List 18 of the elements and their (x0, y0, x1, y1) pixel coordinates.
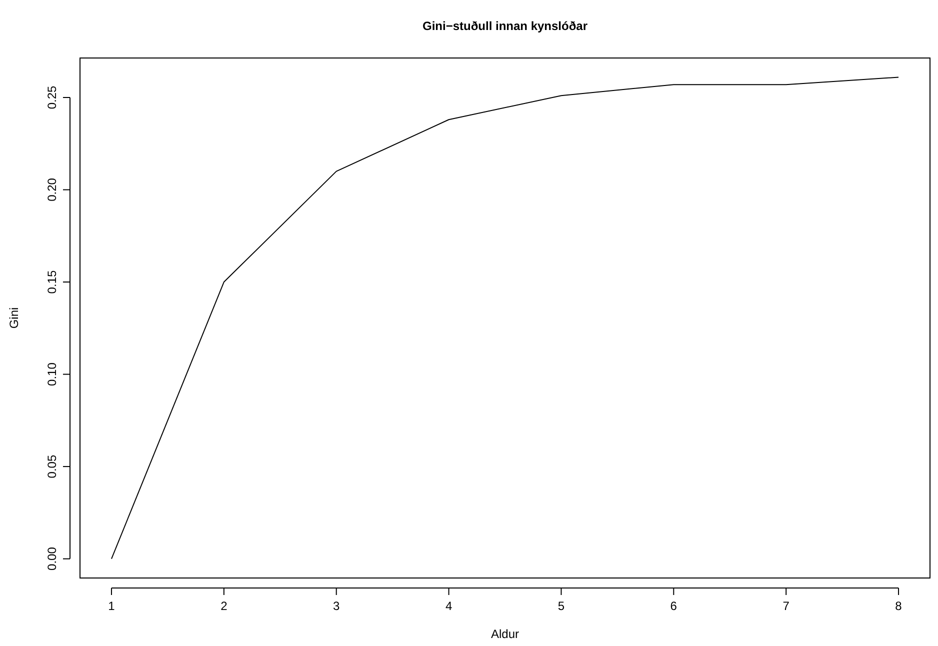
y-axis-title: Gini (7, 307, 21, 329)
y-tick-label: 0.00 (45, 546, 59, 570)
line-series (110, 76, 900, 560)
x-tick-label: 3 (333, 599, 340, 613)
y-tick-label: 0.10 (45, 362, 59, 386)
y-tick-label: 0.05 (45, 454, 59, 478)
chart-title: Gini−stuðull innan kynslóðar (422, 19, 588, 33)
y-tick-label: 0.20 (45, 178, 59, 202)
x-tick-label: 4 (445, 599, 452, 613)
x-tick-label: 1 (108, 599, 116, 613)
x-axis-title: Aldur (490, 627, 520, 641)
y-tick-label: 0.15 (45, 270, 59, 294)
x-tick-label: 5 (558, 599, 565, 613)
y-tick-label: 0.25 (45, 85, 59, 110)
x-tick-label: 6 (670, 599, 678, 613)
x-tick-label: 7 (782, 599, 790, 613)
x-tick-label: 8 (895, 599, 902, 613)
x-tick-label: 2 (220, 599, 228, 613)
